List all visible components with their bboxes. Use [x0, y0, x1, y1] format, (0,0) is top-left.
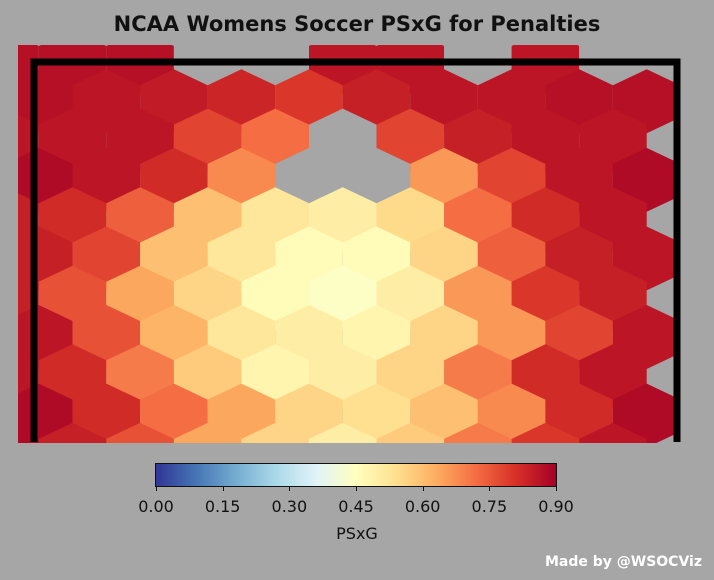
colorbar-tick-mark — [356, 486, 357, 491]
colorbar-label: PSxG — [336, 524, 378, 543]
hex-cell — [511, 422, 580, 443]
hex-cell — [73, 462, 141, 526]
hex-cell — [275, 383, 343, 443]
hex-cell — [477, 383, 546, 443]
hex-cell — [106, 422, 174, 443]
colorbar-tick-label: 0.15 — [204, 497, 241, 516]
hex-cell — [579, 422, 647, 443]
colorbar-tick-mark — [222, 486, 224, 491]
colorbar-tick-label: 0.45 — [338, 497, 374, 516]
hex-cell — [376, 422, 445, 443]
hex-cell — [444, 422, 512, 443]
hex-cell — [342, 383, 411, 443]
colorbar-tick-label: 0.00 — [138, 497, 174, 516]
credit-text: Made by @WSOCViz — [544, 554, 702, 570]
colorbar-tick-mark — [489, 486, 491, 491]
colorbar-tick-label: 0.90 — [538, 497, 574, 516]
hex-cell — [38, 422, 107, 443]
hex-cell — [207, 383, 276, 443]
goal-frame — [30, 58, 681, 442]
hex-cell — [613, 462, 681, 526]
hex-cell — [173, 422, 242, 443]
chart-title: NCAA Womens Soccer PSxG for Penalties — [113, 12, 601, 36]
hex-cell — [140, 383, 208, 443]
hex-cell — [241, 422, 309, 443]
hex-cell — [612, 383, 681, 443]
colorbar-tick-label: 0.60 — [404, 497, 441, 516]
colorbar-tick-mark — [156, 486, 157, 491]
hex-cell — [410, 383, 478, 443]
hex-cell — [545, 383, 613, 443]
colorbar-tick-label: 0.30 — [271, 497, 308, 516]
colorbar-gradient — [155, 463, 557, 487]
hex-cell — [309, 422, 377, 443]
colorbar-tick-mark — [556, 486, 557, 491]
colorbar — [155, 463, 557, 489]
colorbar-tick-label: 0.75 — [471, 497, 508, 516]
colorbar-tick-mark — [422, 486, 424, 491]
hex-cell — [72, 383, 141, 443]
hex-cell — [5, 462, 73, 526]
colorbar-tick-mark — [289, 486, 291, 491]
